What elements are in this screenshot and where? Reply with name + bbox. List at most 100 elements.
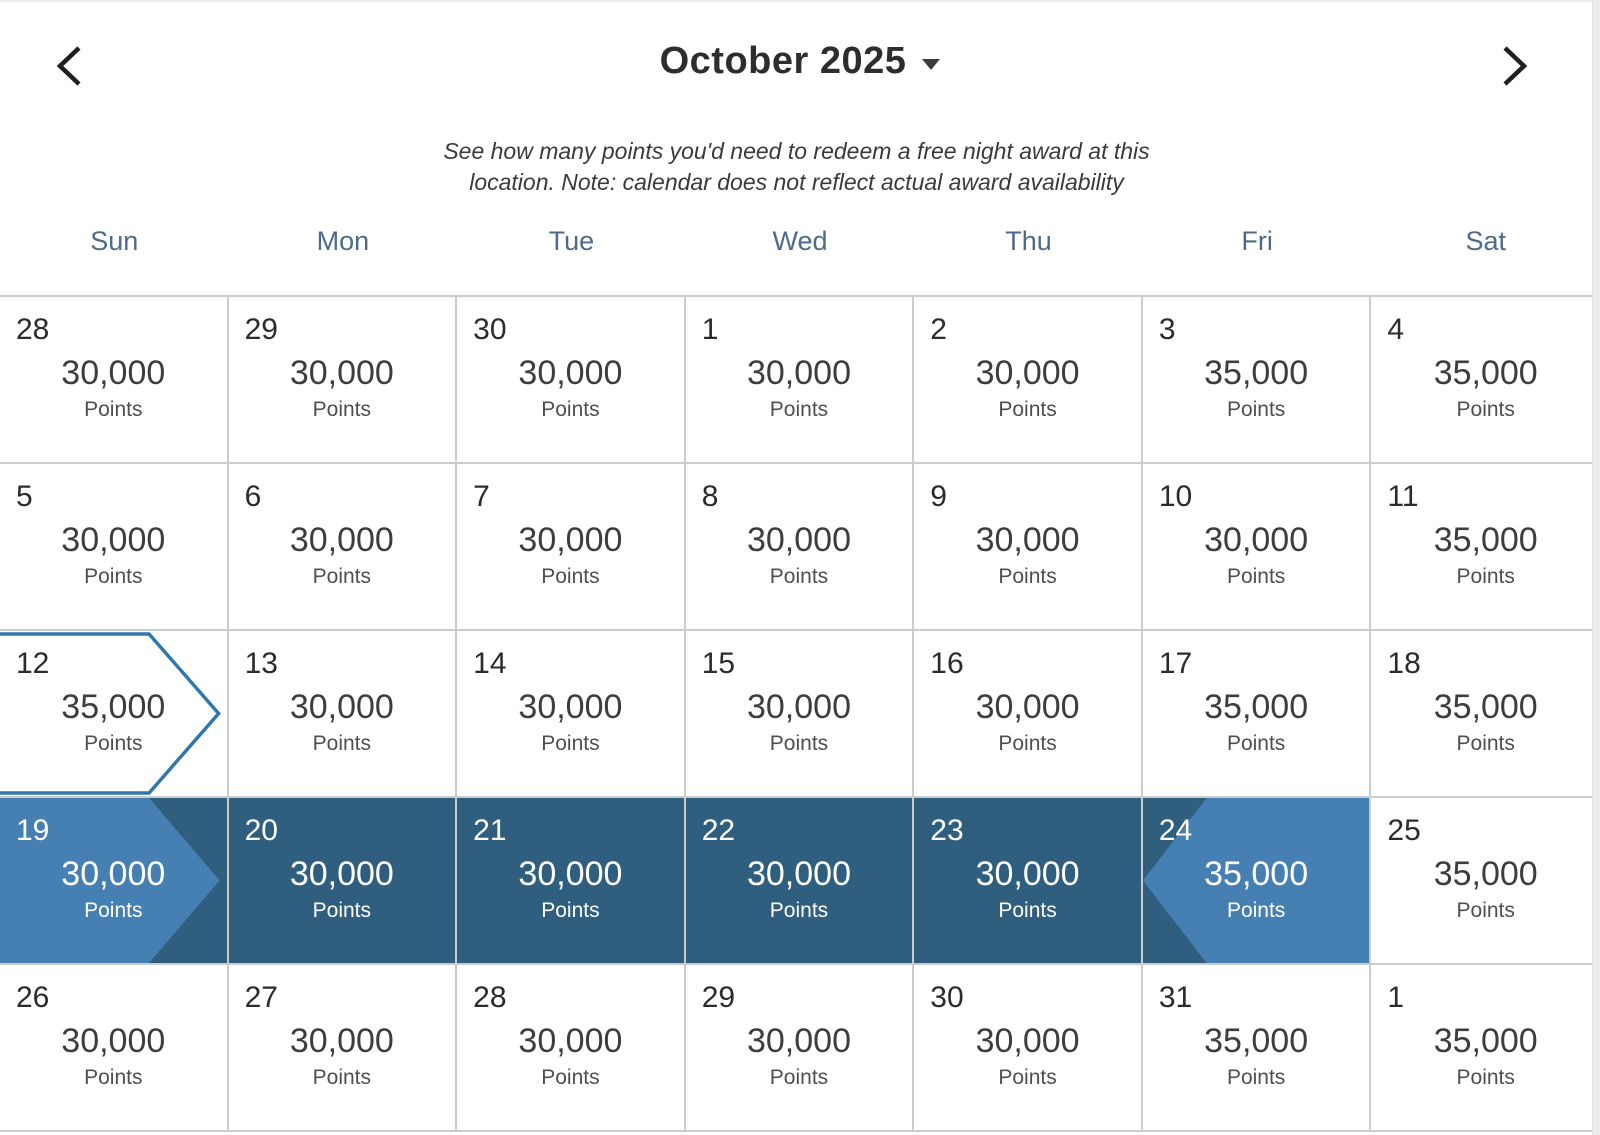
day-number: 22 xyxy=(701,814,736,847)
day-number: 21 xyxy=(473,814,507,847)
calendar-day-cell[interactable]: 1 30,000 Points xyxy=(685,297,915,464)
day-number: 28 xyxy=(16,313,50,346)
points-value: 30,000 xyxy=(61,521,166,559)
points-unit-label: Points xyxy=(998,899,1057,922)
calendar-day-cell[interactable]: 21 30,000 Points xyxy=(457,798,686,965)
points-value: 35,000 xyxy=(1204,354,1309,392)
calendar-day-cell[interactable]: 19 30,000 Points xyxy=(0,798,229,965)
points-unit-label: Points xyxy=(84,899,143,922)
day-number: 29 xyxy=(701,981,736,1014)
calendar-day-cell[interactable]: 1 35,000 Points xyxy=(1371,965,1600,1132)
points-value: 30,000 xyxy=(746,688,851,726)
month-title: October 2025 xyxy=(659,40,907,82)
calendar-day-cell[interactable]: 25 35,000 Points xyxy=(1371,798,1600,965)
points-value: 30,000 xyxy=(746,354,851,392)
points-value: 30,000 xyxy=(289,521,394,559)
day-number: 16 xyxy=(930,647,964,680)
points-unit-label: Points xyxy=(1226,565,1286,588)
points-value: 30,000 xyxy=(518,354,623,392)
calendar-day-cell[interactable]: 11 35,000 Points xyxy=(1371,464,1600,631)
points-value: 30,000 xyxy=(518,521,623,559)
points-value: 35,000 xyxy=(1433,1022,1538,1060)
scrollbar-track[interactable] xyxy=(1592,0,1600,1135)
points-unit-label: Points xyxy=(541,732,600,755)
month-selector[interactable]: October 2025 xyxy=(0,40,1600,83)
calendar-day-cell[interactable]: 17 35,000 Points xyxy=(1142,631,1372,798)
points-value: 35,000 xyxy=(61,688,166,726)
day-number: 30 xyxy=(930,981,964,1014)
points-value: 30,000 xyxy=(518,1022,623,1060)
caret-down-icon xyxy=(922,59,941,70)
points-value: 35,000 xyxy=(1204,855,1309,893)
calendar-grid: 28 30,000 Points 29 30,000 Points 30 30,000 Poin… xyxy=(0,295,1600,1132)
points-value: 30,000 xyxy=(746,521,851,559)
points-value: 30,000 xyxy=(746,855,851,893)
next-month-button[interactable] xyxy=(1486,36,1544,96)
points-value: 30,000 xyxy=(975,855,1080,893)
calendar-day-cell[interactable]: 4 35,000 Points xyxy=(1371,297,1600,464)
calendar-day-cell[interactable]: 10 30,000 Points xyxy=(1142,464,1372,631)
points-value: 30,000 xyxy=(746,1022,851,1060)
points-value: 30,000 xyxy=(975,521,1080,559)
day-number: 11 xyxy=(1387,480,1419,513)
calendar-day-cell[interactable]: 5 30,000 Points xyxy=(0,464,229,631)
day-number: 4 xyxy=(1387,313,1405,346)
calendar-day-cell[interactable]: 2 30,000 Points xyxy=(914,297,1143,464)
calendar-day-cell[interactable]: 30 30,000 Points xyxy=(457,297,686,464)
points-unit-label: Points xyxy=(1456,398,1515,421)
points-unit-label: Points xyxy=(769,899,829,922)
points-value: 30,000 xyxy=(61,855,166,893)
calendar-day-cell[interactable]: 27 30,000 Points xyxy=(228,965,458,1132)
points-unit-label: Points xyxy=(998,732,1057,755)
calendar-day-cell[interactable]: 13 30,000 Points xyxy=(228,631,458,798)
calendar-day-cell[interactable]: 18 35,000 Points xyxy=(1371,631,1600,798)
calendar-day-cell[interactable]: 22 30,000 Points xyxy=(685,798,915,965)
calendar-day-cell[interactable]: 8 30,000 Points xyxy=(685,464,915,631)
day-number: 29 xyxy=(244,313,278,346)
calendar-day-cell[interactable]: 3 35,000 Points xyxy=(1142,297,1372,464)
day-number: 7 xyxy=(473,480,490,513)
calendar-day-cell[interactable]: 30 30,000 Points xyxy=(914,965,1143,1132)
points-unit-label: Points xyxy=(998,398,1057,421)
calendar-day-cell[interactable]: 26 30,000 Points xyxy=(0,965,229,1132)
calendar-day-cell[interactable]: 23 30,000 Points xyxy=(914,798,1143,965)
range-start-arrow xyxy=(0,798,220,963)
weekday-header-row: Sun Mon Tue Wed Thu Fri Sat xyxy=(0,226,1600,257)
points-value: 30,000 xyxy=(61,1022,166,1060)
calendar-day-cell[interactable]: 6 30,000 Points xyxy=(228,464,458,631)
points-value: 35,000 xyxy=(1433,354,1538,392)
prev-month-button[interactable] xyxy=(40,36,98,96)
weekday-label-fri: Fri xyxy=(1241,226,1273,256)
points-value: 35,000 xyxy=(1204,1022,1309,1060)
calendar-day-cell[interactable]: 24 35,000 Points xyxy=(1142,798,1372,965)
points-unit-label: Points xyxy=(1456,1066,1515,1089)
calendar-day-cell[interactable]: 31 35,000 Points xyxy=(1142,965,1372,1132)
calendar-day-cell[interactable]: 28 30,000 Points xyxy=(0,297,229,464)
points-value: 30,000 xyxy=(289,855,394,893)
points-value: 35,000 xyxy=(1433,688,1538,726)
calendar-day-cell[interactable]: 29 30,000 Points xyxy=(685,965,915,1132)
calendar-day-cell[interactable]: 29 30,000 Points xyxy=(228,297,458,464)
top-border xyxy=(0,0,1600,2)
day-number: 25 xyxy=(1387,814,1421,847)
calendar-day-cell[interactable]: 16 30,000 Points xyxy=(914,631,1143,798)
calendar-day-cell[interactable]: 12 35,000 Points xyxy=(0,631,229,798)
calendar-day-cell[interactable]: 20 30,000 Points xyxy=(228,798,458,965)
points-unit-label: Points xyxy=(312,899,372,922)
day-number: 23 xyxy=(930,814,964,847)
calendar-day-cell[interactable]: 7 30,000 Points xyxy=(457,464,686,631)
points-unit-label: Points xyxy=(312,565,372,588)
points-value: 35,000 xyxy=(1433,855,1538,893)
day-number: 26 xyxy=(16,981,50,1014)
points-value: 30,000 xyxy=(518,855,623,893)
weekday-label-tue: Tue xyxy=(548,226,595,256)
points-unit-label: Points xyxy=(1226,1066,1286,1089)
range-end-arrow xyxy=(1142,798,1370,963)
points-unit-label: Points xyxy=(998,1066,1057,1089)
calendar-day-cell[interactable]: 9 30,000 Points xyxy=(914,464,1143,631)
calendar-day-cell[interactable]: 15 30,000 Points xyxy=(685,631,915,798)
points-value: 30,000 xyxy=(61,354,166,392)
calendar-day-cell[interactable]: 14 30,000 Points xyxy=(457,631,686,798)
calendar-day-cell[interactable]: 28 30,000 Points xyxy=(457,965,686,1132)
points-unit-label: Points xyxy=(312,398,372,421)
